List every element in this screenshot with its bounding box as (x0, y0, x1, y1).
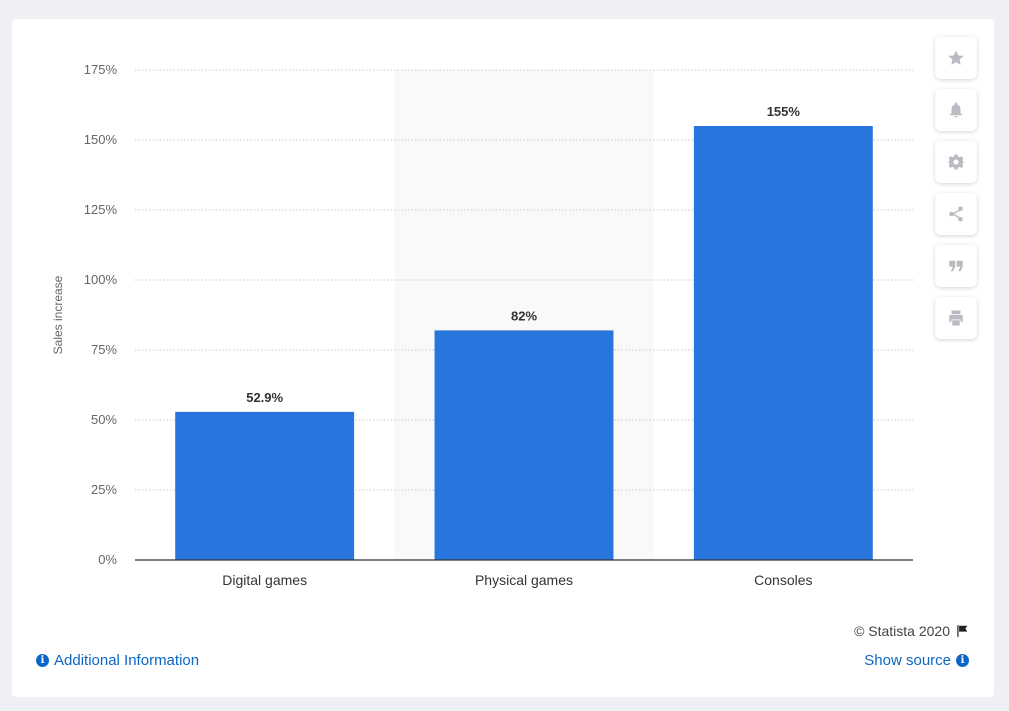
y-tick-label: 100% (84, 272, 118, 287)
info-icon: i (36, 654, 49, 667)
bar (693, 126, 873, 560)
bar (434, 330, 614, 560)
data-label: 155% (767, 104, 801, 119)
copyright-text: © Statista 2020 (854, 623, 950, 639)
y-tick-label: 175% (84, 62, 118, 77)
x-tick-label: Physical games (475, 572, 573, 588)
show-source-label: Show source (864, 652, 951, 669)
notification-button[interactable] (935, 89, 977, 131)
star-icon (948, 50, 964, 65)
cite-button[interactable] (935, 245, 977, 287)
y-tick-label: 125% (84, 202, 118, 217)
chart-toolbar (935, 37, 977, 349)
share-icon (949, 206, 963, 222)
favorite-button[interactable] (935, 37, 977, 79)
y-tick-label: 150% (84, 132, 118, 147)
info-icon: i (956, 654, 969, 667)
x-tick-label: Digital games (222, 572, 307, 588)
y-tick-label: 0% (98, 552, 117, 567)
print-icon (949, 310, 963, 326)
additional-information-link[interactable]: i Additional Information (36, 652, 199, 669)
bell-icon (950, 102, 962, 118)
data-label: 52.9% (246, 390, 283, 405)
additional-information-label: Additional Information (54, 652, 200, 669)
show-source-link[interactable]: Show source i (864, 652, 969, 669)
bar-chart: 0% 25% 50% 75% 100% 125% 150% 175% 52.9% Digital … (51, 62, 913, 588)
data-label: 82% (511, 308, 537, 323)
flag-icon (957, 625, 968, 637)
copyright-notice: © Statista 2020 (854, 623, 969, 639)
y-tick-label: 75% (91, 342, 117, 357)
quote-icon (949, 260, 963, 272)
y-tick-label: 50% (91, 412, 117, 427)
share-button[interactable] (935, 193, 977, 235)
settings-button[interactable] (935, 141, 977, 183)
gear-icon (947, 154, 965, 170)
bar (175, 411, 355, 560)
chart-card: 0% 25% 50% 75% 100% 125% 150% 175% 52.9% Digital … (12, 19, 994, 697)
print-button[interactable] (935, 297, 977, 339)
x-tick-label: Consoles (754, 572, 812, 588)
y-axis-title: Sales increase (51, 275, 65, 354)
y-tick-label: 25% (91, 482, 117, 497)
